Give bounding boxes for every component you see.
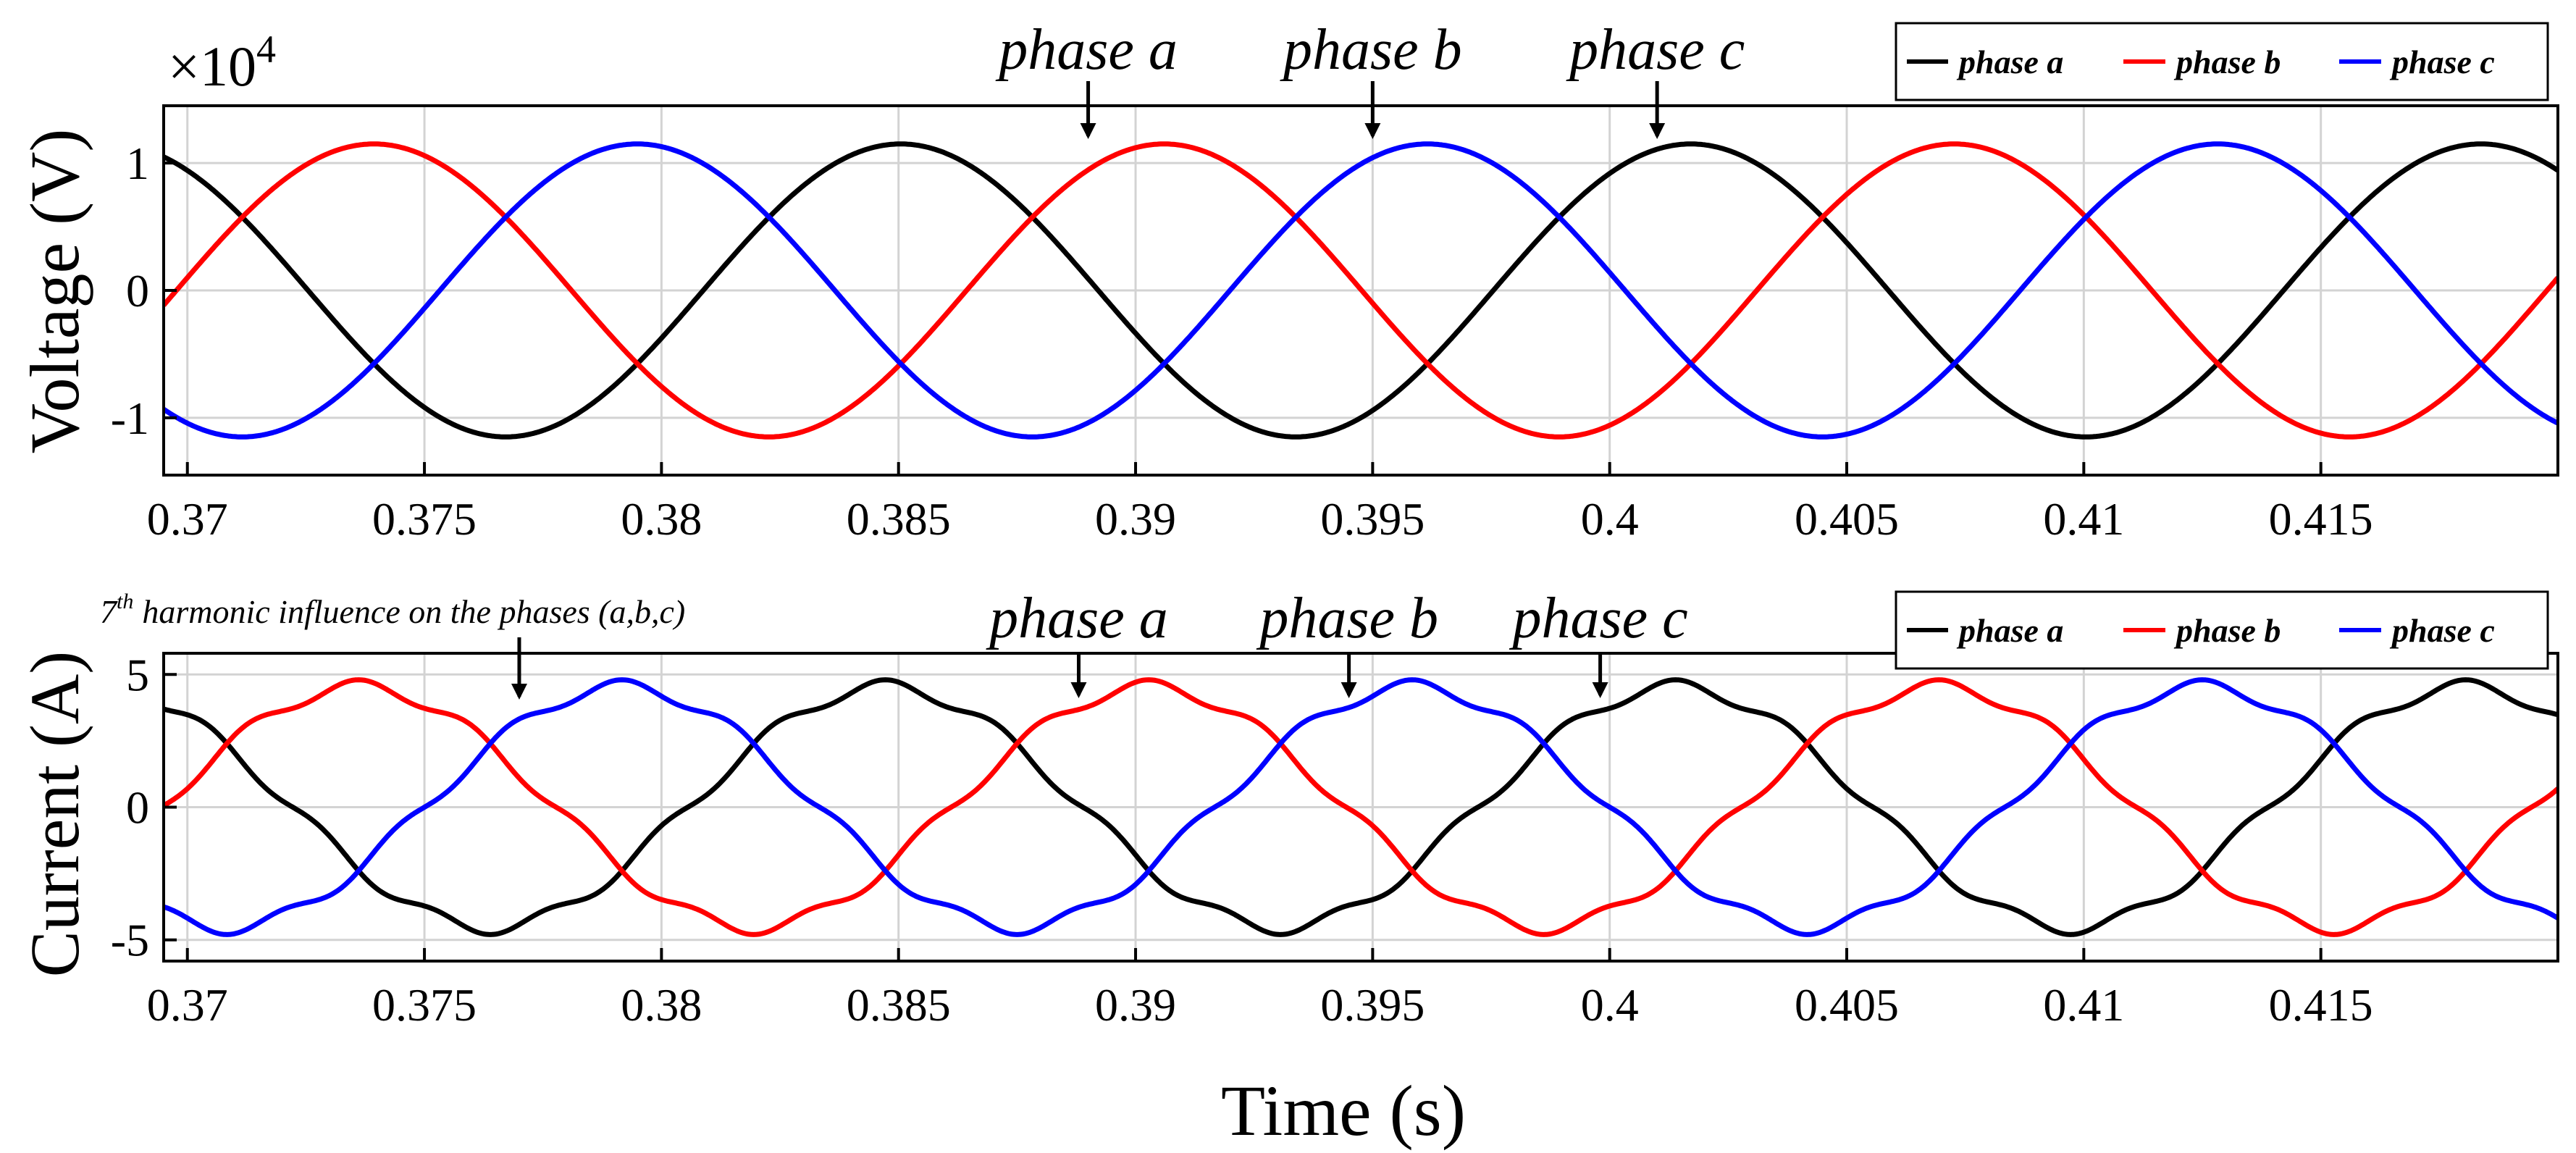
current-legend-label-phase-b: phase b: [2173, 612, 2281, 649]
voltage-legend-box: [1895, 22, 2549, 101]
voltage-x-tick-label: 0.385: [847, 493, 951, 545]
current-x-tick-label: 0.385: [847, 979, 951, 1031]
current-series-phase-c: [164, 677, 2558, 937]
current-y-tick-label: 5: [126, 649, 149, 700]
voltage-annotation-phase-a: phase a: [995, 18, 1178, 82]
current-x-tick-label: 0.405: [1795, 979, 1899, 1031]
voltage-series-phase-b: [164, 141, 2558, 440]
current-y-tick-label: 0: [126, 782, 149, 834]
voltage-y-axis-label: Voltage (V): [16, 129, 93, 454]
voltage-legend-label-phase-a: phase a: [1956, 43, 2063, 80]
current-x-tick-label: 0.41: [2043, 979, 2124, 1031]
voltage-x-tick-label: 0.395: [1320, 493, 1425, 545]
current-panel: 0.37 0.375 0.38 0.385 0.39 0.395 0.4 0.405 0.41 0…: [16, 587, 2559, 1151]
voltage-y-tick-label: 0: [126, 265, 149, 316]
voltage-annotation-arrowhead-phase-c: [1649, 123, 1666, 139]
current-y-tick-label: -5: [111, 915, 149, 966]
voltage-x-tick-label: 0.405: [1795, 493, 1899, 545]
voltage-exponent: ×104: [168, 28, 276, 98]
current-annotation-phase-b: phase b: [1256, 587, 1438, 650]
voltage-series-phase-a: [164, 141, 2558, 440]
current-series-phase-b: [164, 677, 2558, 937]
voltage-x-tick-label: 0.38: [621, 493, 702, 545]
current-annotation-arrowhead-phase-a: [1070, 682, 1087, 698]
voltage-legend: phase a phase b phase c: [1895, 22, 2549, 101]
voltage-annotation-arrowhead-phase-b: [1364, 123, 1381, 139]
harmonic-note: 7th harmonic influence on the phases (a,b…: [100, 590, 685, 630]
current-legend-label-phase-a: phase a: [1956, 612, 2063, 649]
harmonic-note-arrowhead: [511, 684, 527, 700]
voltage-annotation-phase-b: phase b: [1280, 18, 1462, 82]
current-x-tick-label: 0.415: [2269, 979, 2373, 1031]
voltage-series-phase-c: [164, 141, 2558, 440]
voltage-x-tick-label: 0.39: [1095, 493, 1176, 545]
voltage-legend-label-phase-b: phase b: [2173, 43, 2281, 80]
voltage-x-tick-label: 0.375: [372, 493, 477, 545]
current-series-phase-a: [164, 677, 2558, 937]
current-annotation-arrowhead-phase-b: [1341, 682, 1357, 698]
current-x-tick-label: 0.37: [147, 979, 228, 1031]
current-legend-box: [1895, 590, 2549, 670]
current-legend-label-phase-c: phase c: [2389, 612, 2495, 649]
current-y-axis-label: Current (A): [16, 651, 93, 978]
voltage-x-tick-label: 0.415: [2269, 493, 2373, 545]
voltage-annotation-phase-c: phase c: [1566, 18, 1745, 82]
current-x-tick-label: 0.375: [372, 979, 477, 1031]
current-grid: [164, 653, 2558, 961]
voltage-y-tick-label: 1: [126, 138, 149, 189]
current-annotations: phase a phase b phase c: [986, 587, 1688, 698]
current-x-tick-label: 0.395: [1320, 979, 1425, 1031]
voltage-panel: 0.37 0.375 0.38 0.385 0.39 0.395 0.4 0.405 0.41 0…: [16, 18, 2559, 545]
current-curves: [164, 677, 2558, 937]
voltage-curves: [164, 141, 2558, 440]
current-x-tick-label: 0.4: [1581, 979, 1639, 1031]
voltage-annotation-arrowhead-phase-a: [1080, 123, 1096, 139]
current-x-tick-label: 0.39: [1095, 979, 1176, 1031]
voltage-y-tick-label: -1: [111, 393, 149, 444]
voltage-x-tick-label: 0.37: [147, 493, 228, 545]
current-x-tick-label: 0.38: [621, 979, 702, 1031]
current-legend: phase a phase b phase c: [1895, 590, 2549, 670]
voltage-ticks: 0.37 0.375 0.38 0.385 0.39 0.395 0.4 0.405 0.41 0…: [111, 138, 2373, 545]
voltage-x-tick-label: 0.41: [2043, 493, 2124, 545]
current-annotation-arrowhead-phase-c: [1592, 682, 1608, 698]
voltage-legend-label-phase-c: phase c: [2389, 43, 2495, 80]
voltage-annotations: phase a phase b phase c: [995, 18, 1745, 139]
current-annotation-phase-c: phase c: [1509, 587, 1688, 650]
x-axis-label: Time (s): [1221, 1070, 1466, 1151]
current-annotation-phase-a: phase a: [986, 587, 1168, 650]
current-ticks: 0.37 0.375 0.38 0.385 0.39 0.395 0.4 0.405 0.41 0…: [111, 649, 2373, 1031]
voltage-x-tick-label: 0.4: [1581, 493, 1639, 545]
